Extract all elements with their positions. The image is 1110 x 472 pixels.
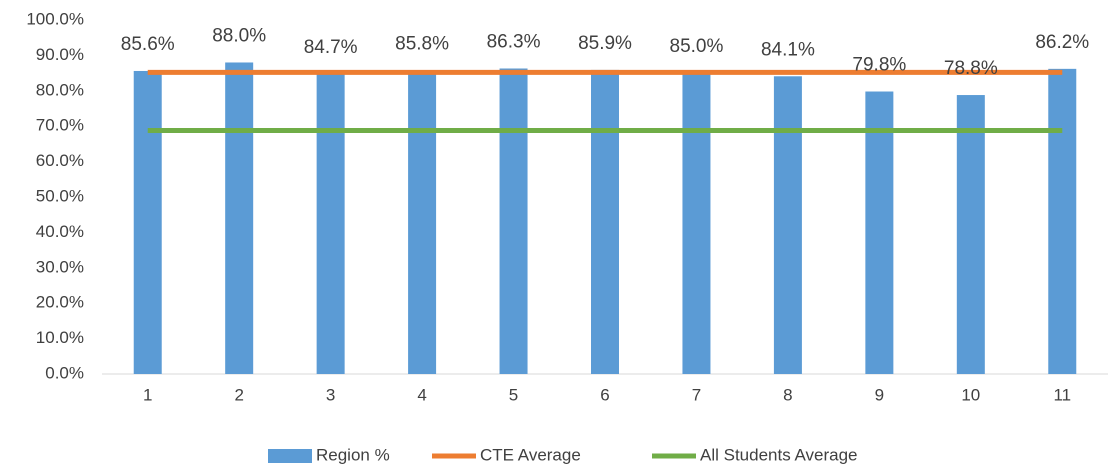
bar (133, 70, 162, 374)
y-tick-label: 70.0% (36, 116, 84, 135)
bar (1048, 68, 1077, 375)
bar (591, 69, 619, 374)
bar (865, 91, 894, 375)
y-tick-label: 0.0% (45, 363, 84, 382)
bar (773, 76, 802, 374)
data-label: 84.1% (761, 39, 815, 60)
data-label: 85.0% (670, 36, 724, 57)
y-tick-label: 10.0% (36, 328, 84, 347)
data-label: 78.8% (944, 58, 998, 79)
legend-label: CTE Average (480, 445, 581, 464)
y-tick-label: 100.0% (26, 9, 84, 28)
data-label: 86.3% (487, 32, 541, 53)
bar (682, 73, 711, 374)
data-label: 79.8% (852, 55, 906, 76)
data-label: 85.9% (578, 33, 632, 54)
y-tick-label: 50.0% (36, 186, 84, 205)
y-tick-label: 90.0% (36, 45, 84, 64)
data-label: 86.2% (1035, 32, 1089, 53)
x-tick-label: 4 (417, 385, 426, 404)
data-label: 88.0% (212, 25, 266, 46)
x-tick-label: 11 (1053, 385, 1071, 404)
bar (316, 74, 345, 375)
x-tick-label: 3 (326, 385, 335, 404)
data-label: 85.6% (121, 34, 175, 55)
x-tick-label: 9 (875, 385, 884, 404)
x-tick-label: 10 (961, 385, 980, 404)
bar (499, 68, 528, 375)
x-tick-label: 6 (600, 385, 609, 404)
bar (956, 95, 985, 374)
y-tick-label: 60.0% (36, 151, 84, 170)
y-tick-label: 30.0% (36, 257, 84, 276)
x-tick-label: 2 (234, 385, 243, 404)
legend-swatch (268, 449, 312, 463)
legend-label: All Students Average (700, 445, 858, 464)
bar (408, 70, 437, 374)
legend-label: Region % (316, 445, 390, 464)
y-tick-label: 80.0% (36, 80, 84, 99)
y-tick-label: 40.0% (36, 222, 84, 241)
x-tick-label: 7 (692, 385, 701, 404)
y-tick-label: 20.0% (36, 293, 84, 312)
bar (225, 62, 254, 374)
x-tick-label: 8 (783, 385, 792, 404)
x-tick-label: 5 (509, 385, 518, 404)
x-tick-label: 1 (143, 385, 152, 404)
data-label: 85.8% (395, 33, 449, 54)
data-label: 84.7% (304, 37, 358, 58)
